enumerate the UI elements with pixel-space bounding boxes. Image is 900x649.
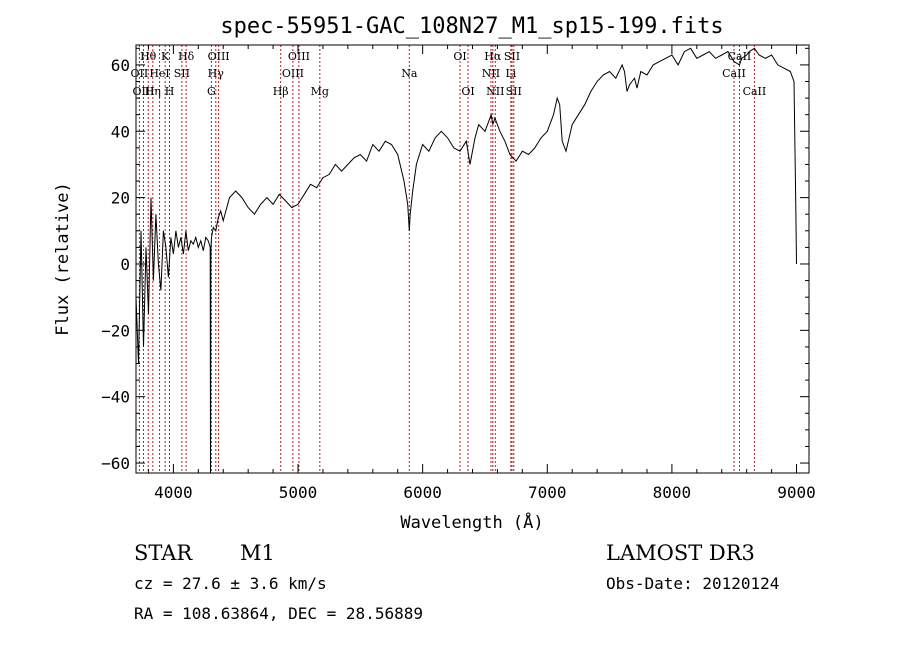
- spectral-line-label: Hγ: [208, 67, 225, 80]
- x-tick-label: 9000: [777, 483, 816, 502]
- object-subclass: M1: [240, 541, 275, 565]
- spectral-line-label: NII: [482, 67, 500, 80]
- x-tick-label: 8000: [653, 483, 692, 502]
- spectral-line-label: OIII: [132, 85, 154, 98]
- x-tick-label: 7000: [528, 483, 567, 502]
- spectral-line-label: HeI: [149, 67, 169, 80]
- spectral-line-label: OIII: [282, 67, 304, 80]
- spectral-line-label: Hη: [145, 85, 161, 98]
- y-tick-label: 20: [111, 189, 130, 208]
- y-tick-label: −60: [101, 454, 130, 473]
- coordinates: RA = 108.63864, DEC = 28.56889: [134, 604, 423, 623]
- x-tick-label: 4000: [154, 483, 193, 502]
- chart-title: spec-55951-GAC_108N27_M1_sp15-199.fits: [220, 14, 723, 39]
- spectral-line-label: CaII: [722, 67, 746, 80]
- spectrum-series-line: [135, 47, 797, 474]
- x-tick-label: 5000: [279, 483, 318, 502]
- spectral-line-label: SII: [506, 85, 522, 98]
- spectral-line-label: Hα: [484, 50, 502, 63]
- survey-name: LAMOST DR3: [606, 541, 755, 565]
- spectral-line-label: OI: [461, 85, 474, 98]
- y-tick-label: 60: [111, 56, 130, 75]
- redshift-cz: cz = 27.6 ± 3.6 km/s: [134, 574, 327, 593]
- object-class: STAR: [134, 541, 193, 565]
- x-axis-label: Wavelength (Å): [400, 511, 543, 533]
- observation-date: Obs-Date: 20120124: [606, 574, 779, 593]
- spectral-line-markers: [138, 45, 755, 473]
- spectral-line-label: Na: [401, 67, 418, 80]
- plot-frame: [135, 44, 810, 474]
- spectral-line-label: NII: [486, 85, 504, 98]
- spectral-line-label: SII: [504, 50, 520, 63]
- spectral-line-label: Mg: [311, 85, 329, 98]
- y-axis-label: Flux (relative): [53, 182, 73, 336]
- spectral-line-label: SII: [174, 67, 190, 80]
- y-tick-label: 40: [111, 122, 130, 141]
- spectral-line-label: CaII: [728, 50, 752, 63]
- spectral-line-label: H: [165, 85, 175, 98]
- spectral-line-label: OIII: [288, 50, 310, 63]
- spectral-line-label: Hδ: [178, 50, 195, 63]
- spectral-line-label: G: [207, 85, 216, 98]
- y-tick-label: 0: [120, 255, 130, 274]
- x-axis-ticks: 4000 5000 6000 7000 8000 9000: [147, 45, 816, 502]
- spectral-line-label: OI: [453, 50, 466, 63]
- y-tick-label: −20: [101, 321, 130, 340]
- y-tick-label: −40: [101, 388, 130, 407]
- spectral-line-label: OII: [131, 67, 149, 80]
- spectral-line-label: Hβ: [273, 85, 289, 98]
- spectral-line-label: Hθ: [140, 50, 157, 63]
- y-axis-ticks: −60 −40 −20 0 20 40 60: [101, 47, 809, 473]
- x-tick-label: 6000: [403, 483, 442, 502]
- spectral-line-label: K: [161, 50, 170, 63]
- spectral-line-label: CaII: [743, 85, 767, 98]
- spectral-line-label: OIII: [208, 50, 230, 63]
- spectral-line-label: Li: [505, 67, 516, 80]
